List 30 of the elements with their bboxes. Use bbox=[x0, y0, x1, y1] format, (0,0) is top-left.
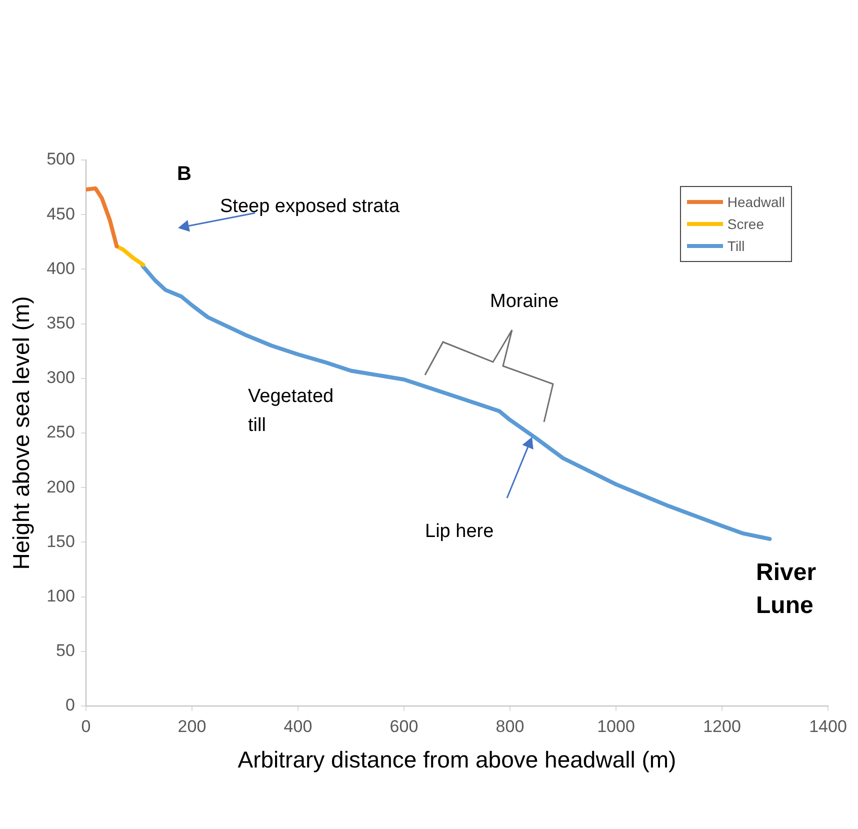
y-tick-label: 100 bbox=[46, 586, 75, 606]
x-axis-title: Arbitrary distance from above headwall (m) bbox=[238, 746, 676, 773]
x-tick-label: 400 bbox=[284, 716, 312, 736]
x-tick-label: 1400 bbox=[809, 716, 847, 736]
annotation: B bbox=[177, 163, 192, 185]
y-tick-label: 350 bbox=[46, 313, 75, 332]
x-tick-label: 800 bbox=[496, 716, 524, 736]
y-tick-label: 400 bbox=[46, 258, 75, 278]
legend-label: Till bbox=[727, 238, 745, 254]
annotation: River Lune bbox=[756, 559, 816, 619]
y-tick-label: 300 bbox=[46, 368, 75, 388]
y-tick-label: 50 bbox=[56, 641, 75, 660]
x-tick-label: 1000 bbox=[597, 716, 635, 736]
x-tick-label: 0 bbox=[81, 716, 91, 736]
annotation: Lip here bbox=[425, 521, 494, 542]
legend-label: Scree bbox=[727, 216, 764, 232]
y-tick-label: 0 bbox=[65, 696, 75, 715]
y-tick-label: 500 bbox=[46, 150, 75, 169]
x-tick-label: 600 bbox=[390, 716, 418, 736]
annotation: Vegetated till bbox=[248, 386, 334, 436]
y-tick-label: 200 bbox=[46, 477, 75, 496]
y-tick-label: 150 bbox=[46, 532, 75, 551]
y-tick-label: 250 bbox=[46, 422, 75, 442]
legend-label: Headwall bbox=[727, 194, 785, 210]
annotation: Moraine bbox=[490, 291, 559, 312]
y-tick-label: 450 bbox=[46, 204, 75, 224]
x-tick-label: 200 bbox=[178, 716, 206, 736]
y-axis-title: Height above sea level (m) bbox=[8, 296, 34, 570]
x-tick-label: 1200 bbox=[703, 716, 741, 736]
annotation: Steep exposed strata bbox=[220, 196, 400, 217]
